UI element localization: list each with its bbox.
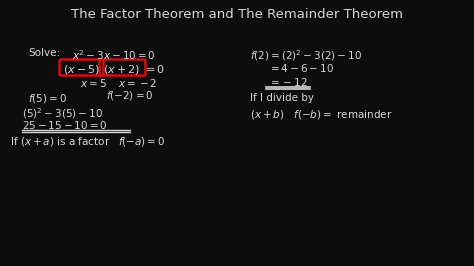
Text: If I divide by: If I divide by xyxy=(250,93,314,103)
Text: $x^2 - 3x - 10 = 0$: $x^2 - 3x - 10 = 0$ xyxy=(72,48,156,62)
Text: $x = 5$: $x = 5$ xyxy=(80,77,107,89)
Text: $(5)^2 - 3(5) - 10$: $(5)^2 - 3(5) - 10$ xyxy=(22,106,103,121)
Text: $25 - 15 - 10 = 0$: $25 - 15 - 10 = 0$ xyxy=(22,119,108,131)
Text: Solve:: Solve: xyxy=(28,48,60,58)
Text: $= -12$: $= -12$ xyxy=(268,76,308,88)
Text: $(x + b)$   $f(-b) =$ remainder: $(x + b)$ $f(-b) =$ remainder xyxy=(250,108,392,121)
Text: $(x - 5)$: $(x - 5)$ xyxy=(63,63,100,76)
Text: $x = -2$: $x = -2$ xyxy=(118,77,157,89)
Text: If $(x+a)$ is a factor   $f(-a) = 0$: If $(x+a)$ is a factor $f(-a) = 0$ xyxy=(10,135,165,148)
Text: $f(5) = 0$: $f(5) = 0$ xyxy=(28,92,67,105)
Text: $f(-2) = 0$: $f(-2) = 0$ xyxy=(106,89,154,102)
Text: $(x + 2)$: $(x + 2)$ xyxy=(103,63,140,76)
Text: $= 4 - 6 - 10$: $= 4 - 6 - 10$ xyxy=(268,62,334,74)
Text: $= 0$: $= 0$ xyxy=(143,63,165,75)
Text: The Factor Theorem and The Remainder Theorem: The Factor Theorem and The Remainder The… xyxy=(71,8,403,21)
Text: $f(2) = (2)^2 - 3(2) - 10$: $f(2) = (2)^2 - 3(2) - 10$ xyxy=(250,48,362,63)
